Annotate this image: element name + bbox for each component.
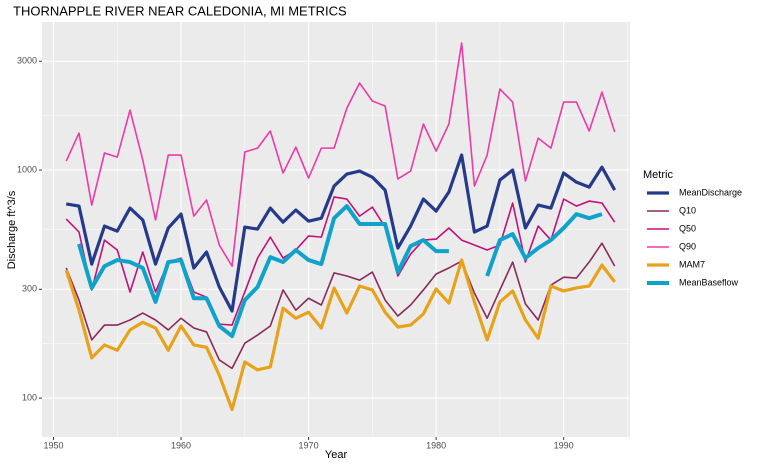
legend-label: MeanBaseflow (679, 277, 739, 287)
y-tick-label: 100 (22, 392, 37, 402)
series-line (77, 204, 603, 339)
x-tick-label: 1960 (171, 440, 191, 450)
legend-label: MeanDischarge (679, 187, 742, 197)
x-tick-label: 1950 (43, 440, 63, 450)
x-tick-label: 1990 (554, 440, 574, 450)
y-tick-label: 3000 (17, 56, 37, 66)
series-line (65, 153, 617, 313)
legend-label: Q10 (679, 205, 696, 215)
x-axis-title: Year (325, 449, 348, 461)
y-axis-title: Discharge ft^3/s (6, 190, 18, 269)
y-tick-label: 300 (22, 284, 37, 294)
legend-label: Q90 (679, 241, 696, 251)
x-tick-label: 1980 (426, 440, 446, 450)
y-tick-label: 1000 (17, 164, 37, 174)
chart-title: THORNAPPLE RIVER NEAR CALEDONIA, MI METR… (13, 3, 347, 18)
legend-title: Metric (643, 169, 673, 181)
legend-label: MAM7 (679, 259, 705, 269)
series-line (64, 258, 616, 412)
series-line (65, 42, 616, 267)
x-tick-label: 1970 (299, 440, 319, 450)
series-line (65, 242, 616, 370)
legend-label: Q50 (679, 223, 696, 233)
